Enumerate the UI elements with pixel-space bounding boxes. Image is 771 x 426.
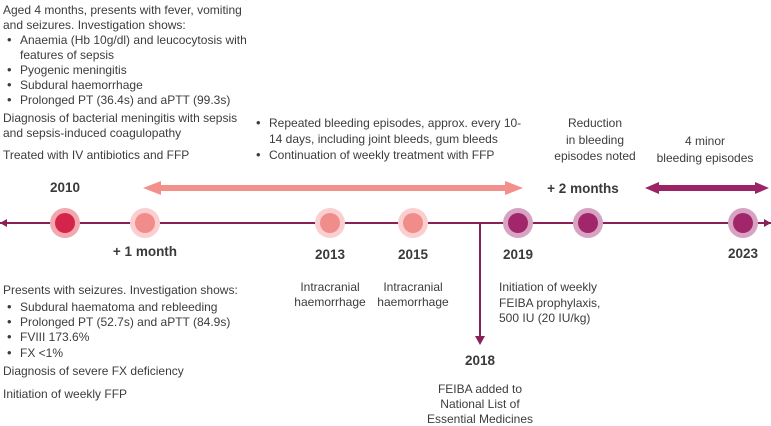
diagnosis-text: Diagnosis of severe FX deficiency bbox=[3, 363, 184, 378]
timeline-node-2019 bbox=[503, 208, 533, 238]
label-2018: 2018 bbox=[464, 353, 496, 368]
plus-1-month-notes: Presents with seizures. Investigation sh… bbox=[3, 283, 283, 402]
minor-bleeds-note: 4 minor bleeding episodes bbox=[645, 133, 765, 166]
finding-item: Pyogenic meningitis bbox=[3, 62, 260, 78]
timeline-node-2023 bbox=[728, 208, 758, 238]
diagnosis-text: Diagnosis of bacterial meningitis with s… bbox=[3, 111, 238, 140]
label-plus-2-months: + 2 months bbox=[547, 181, 619, 196]
event-2015-text: Intracranial haemorrhage bbox=[377, 280, 449, 309]
label-2010: 2010 bbox=[49, 180, 81, 195]
treatment-text: Initiation of weekly FFP bbox=[3, 386, 128, 401]
label-plus-1-month: + 1 month bbox=[112, 244, 178, 259]
finding-item: Prolonged PT (36.4s) and aPTT (99.3s) bbox=[3, 92, 260, 108]
event-2013-text: Intracranial haemorrhage bbox=[294, 280, 366, 309]
event-2018-line: Essential Medicines bbox=[426, 412, 534, 426]
ffp-period-arrow bbox=[143, 181, 523, 195]
pre-2010-notes: Aged 4 months, presents with fever, vomi… bbox=[3, 3, 261, 163]
finding-item: Subdural haemorrhage bbox=[3, 77, 260, 93]
vertical-connector-2018 bbox=[479, 224, 481, 336]
event-2018-line: National List of bbox=[440, 397, 520, 411]
arrow-left-icon bbox=[645, 182, 659, 194]
timeline-axis bbox=[0, 222, 771, 224]
reduction-note-line: Reduction bbox=[567, 116, 623, 130]
presentation-text: Presents with seizures. Investigation sh… bbox=[3, 283, 238, 297]
event-2018-text: FEIBA added to National List of Essentia… bbox=[415, 382, 545, 426]
event-2018-line: FEIBA added to bbox=[437, 382, 523, 396]
bleeding-item: Continuation of weekly treatment with FF… bbox=[252, 147, 531, 164]
timeline-node-plus-2-months bbox=[573, 208, 603, 238]
bleeding-period-list: Repeated bleeding episodes, approx. ever… bbox=[252, 115, 534, 164]
arrow-shaft bbox=[656, 185, 758, 191]
timeline-node-2013 bbox=[315, 208, 345, 238]
axis-right-arrow-icon bbox=[764, 219, 771, 227]
finding-item: FX <1% bbox=[3, 345, 283, 361]
arrow-right-icon bbox=[505, 181, 523, 195]
minor-bleeds-line: bleeding episodes bbox=[656, 150, 754, 165]
findings-list: Anaemia (Hb 10g/dl) and leucocytosis wit… bbox=[3, 32, 261, 108]
reduction-note-line: episodes noted bbox=[554, 149, 636, 163]
arrow-shaft bbox=[158, 185, 508, 191]
timeline-node-2015 bbox=[398, 208, 428, 238]
arrow-left-icon bbox=[143, 181, 161, 195]
finding-item: Subdural haematoma and rebleeding bbox=[3, 299, 283, 315]
bleeding-item: Repeated bleeding episodes, approx. ever… bbox=[252, 115, 531, 147]
bleeding-period-notes: Repeated bleeding episodes, approx. ever… bbox=[252, 115, 534, 165]
label-2013: 2013 bbox=[314, 247, 346, 262]
label-2023: 2023 bbox=[727, 246, 759, 261]
label-2015: 2015 bbox=[397, 247, 429, 262]
finding-item: Anaemia (Hb 10g/dl) and leucocytosis wit… bbox=[3, 32, 260, 63]
minor-bleeds-line: 4 minor bbox=[684, 134, 725, 148]
reduction-note: Reduction in bleeding episodes noted bbox=[536, 115, 654, 165]
findings-list: Subdural haematoma and rebleeding Prolon… bbox=[3, 299, 283, 361]
down-arrow-icon bbox=[475, 336, 485, 345]
timeline-node-plus-1-month bbox=[130, 208, 160, 238]
finding-item: FVIII 173.6% bbox=[3, 329, 283, 345]
arrow-right-icon bbox=[755, 182, 769, 194]
treatment-text: Treated with IV antibiotics and FFP bbox=[3, 148, 190, 162]
feiba-period-arrow bbox=[645, 182, 769, 194]
event-2019-text: Initiation of weekly FEIBA prophylaxis, … bbox=[499, 280, 601, 325]
finding-item: Prolonged PT (52.7s) and aPTT (84.9s) bbox=[3, 314, 283, 330]
reduction-note-line: in bleeding bbox=[565, 132, 625, 147]
timeline-node-2010 bbox=[50, 208, 80, 238]
label-2019: 2019 bbox=[502, 247, 534, 262]
presentation-text: Aged 4 months, presents with fever, vomi… bbox=[3, 3, 242, 32]
axis-left-arrow-icon bbox=[0, 219, 7, 227]
